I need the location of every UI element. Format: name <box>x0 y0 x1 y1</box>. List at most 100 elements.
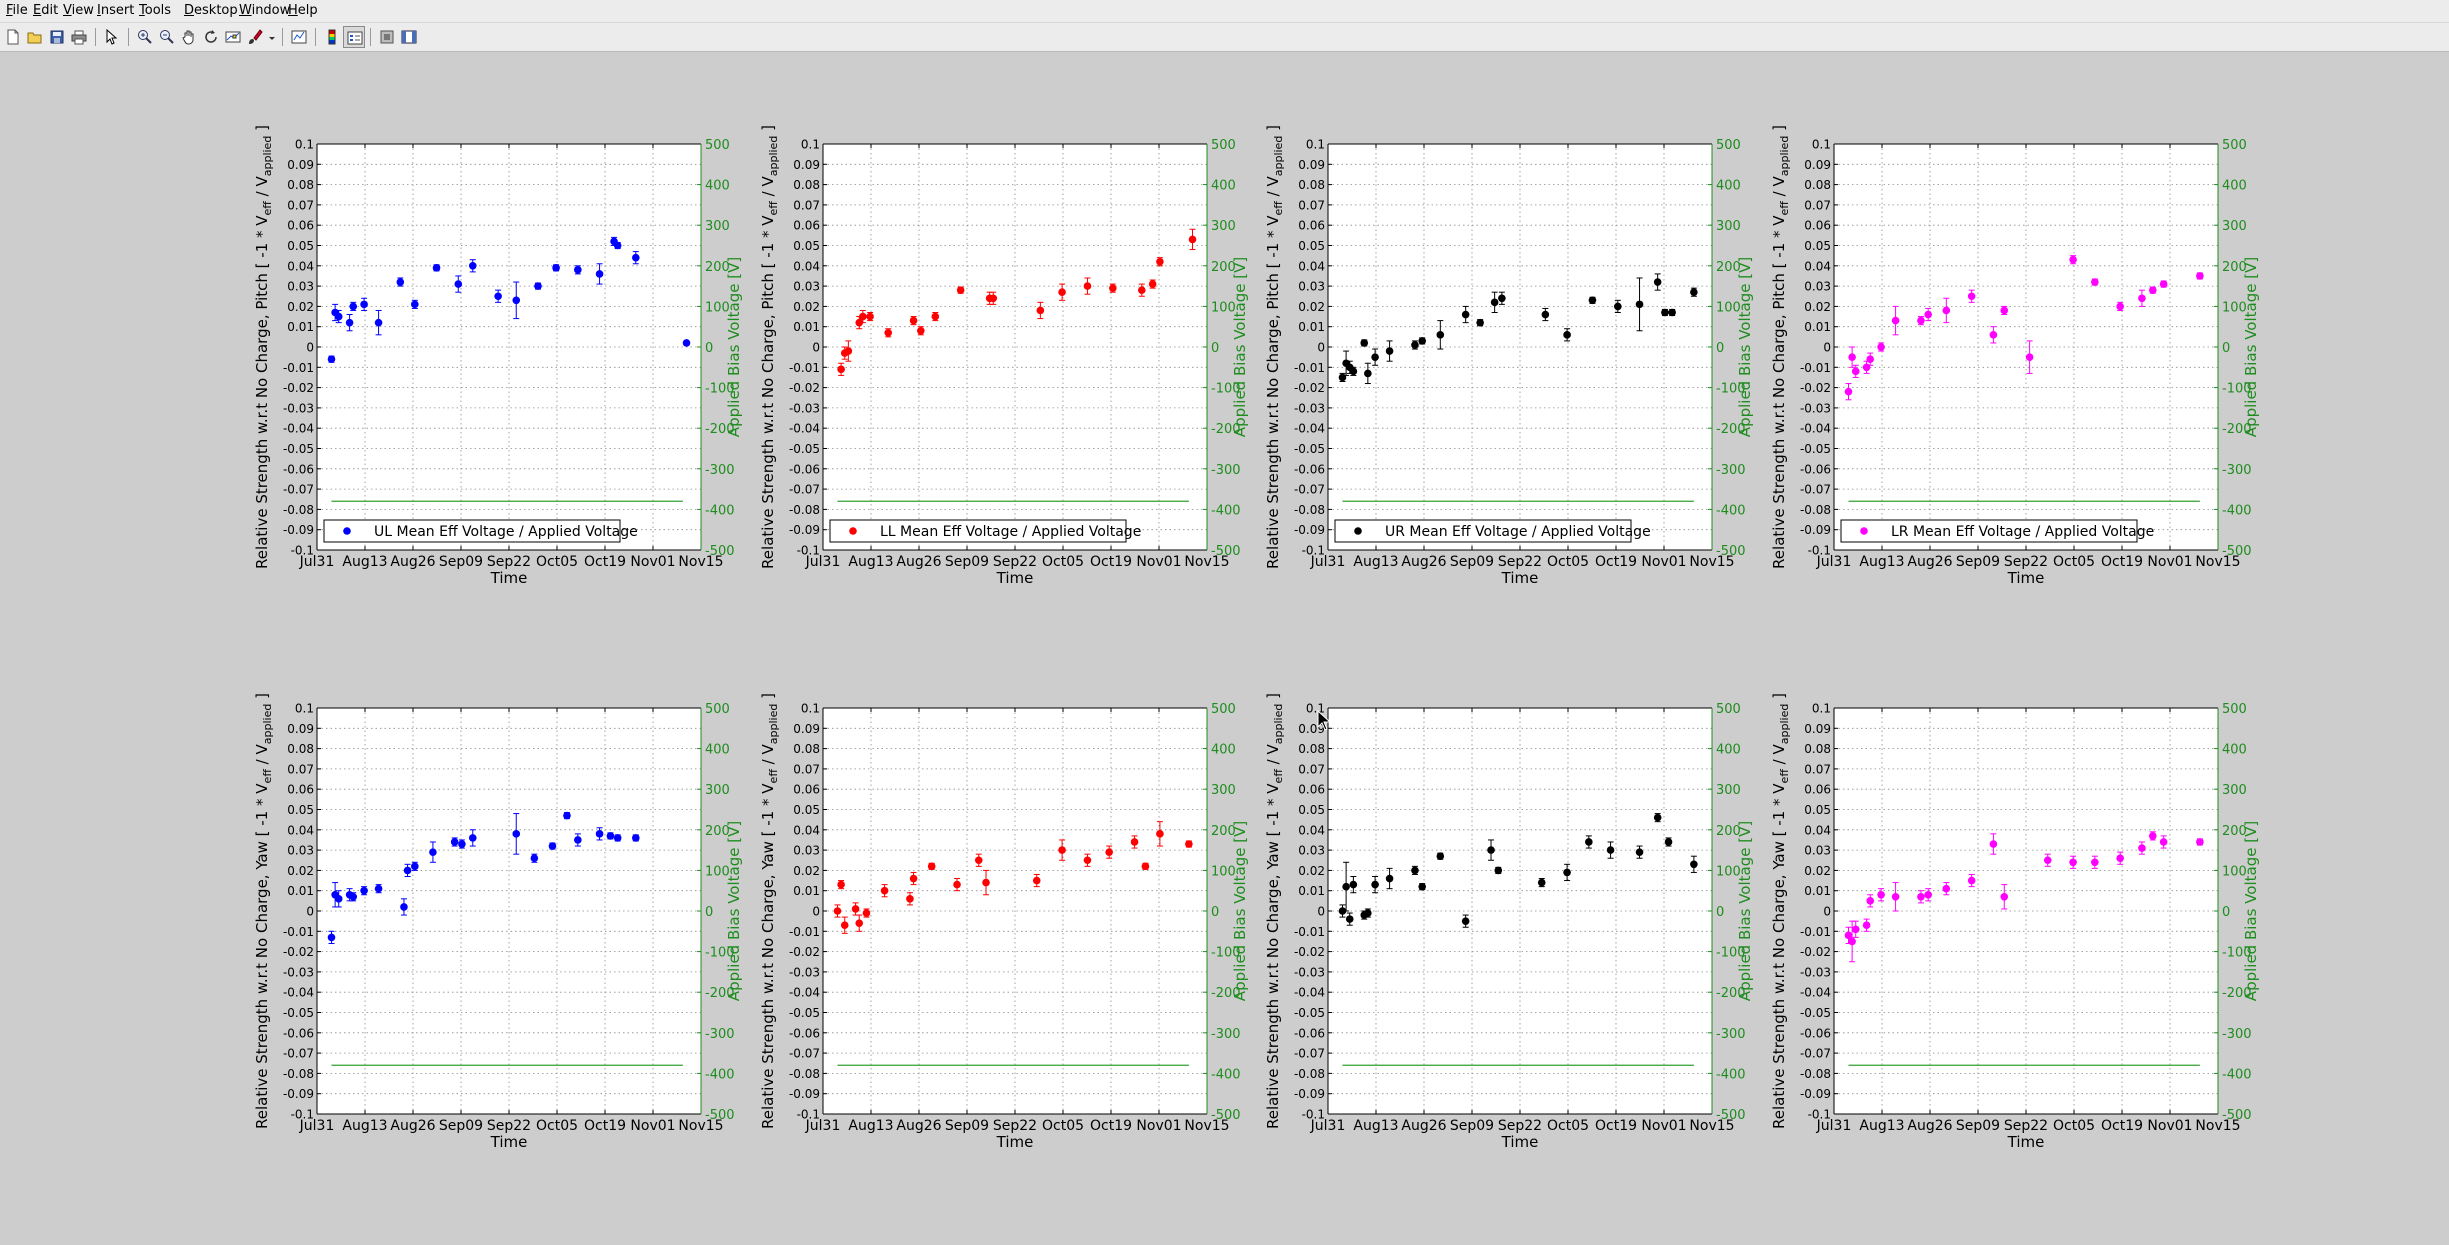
x-tick-label: Sep09 <box>945 554 989 570</box>
menu-edit[interactable]: Edit <box>33 3 59 18</box>
y-tick-label: 0.02 <box>793 300 820 314</box>
data-point <box>982 878 990 887</box>
y2-tick-label: 0 <box>1716 905 1724 920</box>
data-point <box>411 862 419 871</box>
hide-plot-tools-button[interactable] <box>376 26 398 48</box>
open-file-button[interactable] <box>24 26 46 48</box>
data-point <box>1653 278 1662 286</box>
y2-tick-label: -400 <box>1716 1067 1746 1082</box>
print-figure-button[interactable] <box>68 26 90 48</box>
y2-tick-label: -500 <box>1211 1108 1241 1123</box>
y-axis-label-part: Relative Strength w.r.t No Charge, Yaw [… <box>759 783 777 1129</box>
data-point <box>1141 862 1150 871</box>
show-plot-tools-button[interactable] <box>398 26 420 48</box>
x-tick-label: Oct05 <box>1042 1118 1084 1134</box>
legend-box <box>1334 519 1632 543</box>
menu-insert[interactable]: Insert <box>97 3 135 18</box>
y-tick-label: -0.01 <box>1800 925 1831 939</box>
y-tick-label: -0.04 <box>789 986 820 1000</box>
y-tick-label: 0.03 <box>793 844 820 858</box>
data-point <box>1537 878 1546 887</box>
insert-legend-button[interactable] <box>343 26 365 48</box>
insert-colorbar-button[interactable] <box>321 26 343 48</box>
menu-help[interactable]: Help <box>288 3 318 18</box>
x-tick-label: Sep22 <box>2004 554 2048 570</box>
y-tick-label: 0 <box>812 905 820 919</box>
menu-desktop[interactable]: Desktop <box>184 3 238 18</box>
data-point <box>1148 280 1157 288</box>
y-axis-label: Relative Strength w.r.t No Charge, Pitch… <box>1264 125 1285 569</box>
menu-window[interactable]: Window <box>239 3 291 18</box>
menu-tools[interactable]: Tools <box>139 3 172 18</box>
x-tick-label: Aug26 <box>390 554 435 570</box>
edit-plot-button[interactable] <box>101 26 123 48</box>
data-point <box>468 262 477 270</box>
edit-plot-arrow-icon <box>106 29 118 45</box>
pan-button[interactable] <box>178 26 200 48</box>
y2-tick-label: 500 <box>705 702 730 717</box>
data-point <box>1130 838 1139 846</box>
y2-tick-label: -400 <box>2222 1067 2252 1082</box>
data-point <box>1877 343 1885 351</box>
x-axis-label: Time <box>2007 1133 2045 1151</box>
y-tick-label: 0.03 <box>287 280 314 294</box>
y-tick-label: -0.07 <box>1800 1047 1831 1061</box>
new-figure-button[interactable] <box>2 26 24 48</box>
y-tick-label: -0.06 <box>789 462 820 476</box>
data-point <box>855 919 864 927</box>
y-tick-label: -0.1 <box>797 1108 820 1122</box>
y-axis-label: Relative Strength w.r.t No Charge, Pitch… <box>759 125 780 569</box>
menu-file[interactable]: File <box>6 3 28 18</box>
y2-tick-label: 500 <box>2222 702 2247 717</box>
y-tick-label: 0.08 <box>1298 178 1325 192</box>
y2-tick-label: -200 <box>1211 986 1241 1001</box>
brush-dropdown-button[interactable] <box>266 26 278 48</box>
data-point <box>1862 363 1871 372</box>
y-tick-label: -0.01 <box>283 361 314 375</box>
y-tick-label: 0.1 <box>801 138 820 152</box>
data-point <box>2043 856 2052 865</box>
y-tick-label: 0.05 <box>1298 239 1325 253</box>
zoom-out-button[interactable] <box>156 26 178 48</box>
y-axis-label-part: / V <box>1770 176 1788 202</box>
data-point <box>1690 288 1698 296</box>
data-point <box>906 895 914 903</box>
save-figure-button[interactable] <box>46 26 68 48</box>
data-point <box>1635 848 1644 856</box>
y-tick-label: 0.01 <box>1804 884 1831 898</box>
data-point <box>1563 868 1571 877</box>
data-point <box>1848 937 1856 946</box>
y2-tick-label: 200 <box>1211 824 1236 839</box>
y-tick-label: -0.08 <box>1294 503 1325 517</box>
brush-button[interactable] <box>244 26 266 48</box>
zoom-in-button[interactable] <box>134 26 156 48</box>
chart-panel: Jul31 Aug13 Aug26 Sep09 Sep22 Oct05 Oct19 Nov01… <box>759 125 1249 587</box>
chart-panel: Jul31 Aug13 Aug26 Sep09 Sep22 Oct05 Oct19 Nov01… <box>1770 693 2260 1151</box>
y-tick-label: -0.09 <box>1800 1087 1831 1101</box>
data-point <box>411 300 419 309</box>
data-point <box>1848 353 1856 361</box>
y-tick-label: 0.08 <box>287 742 314 756</box>
data-point <box>866 312 874 321</box>
y2-tick-label: 500 <box>1716 702 1741 717</box>
y-tick-label: 0.05 <box>1298 803 1325 817</box>
data-cursor-button[interactable] <box>222 26 244 48</box>
rotate-3d-button[interactable] <box>200 26 222 48</box>
data-point <box>458 840 466 848</box>
link-plot-button[interactable] <box>288 26 310 48</box>
y-tick-label: 0.03 <box>1804 844 1831 858</box>
y-tick-label: 0.03 <box>793 280 820 294</box>
data-point <box>909 316 918 325</box>
rotate-3d-icon <box>205 30 217 43</box>
y-tick-label: 0.01 <box>1298 884 1325 898</box>
y-tick-label: -0.07 <box>1800 483 1831 497</box>
y-tick-label: 0.04 <box>1804 823 1831 837</box>
x-tick-label: Nov15 <box>2195 554 2240 570</box>
data-point <box>1185 840 1193 848</box>
menu-view[interactable]: View <box>63 3 94 18</box>
brush-icon <box>249 29 263 44</box>
y2-tick-label: -100 <box>2222 382 2252 397</box>
y-tick-label: -0.06 <box>789 1026 820 1040</box>
y-axis-label-part: Relative Strength w.r.t No Charge, Pitch… <box>1264 215 1282 569</box>
data-point <box>2091 278 2099 286</box>
